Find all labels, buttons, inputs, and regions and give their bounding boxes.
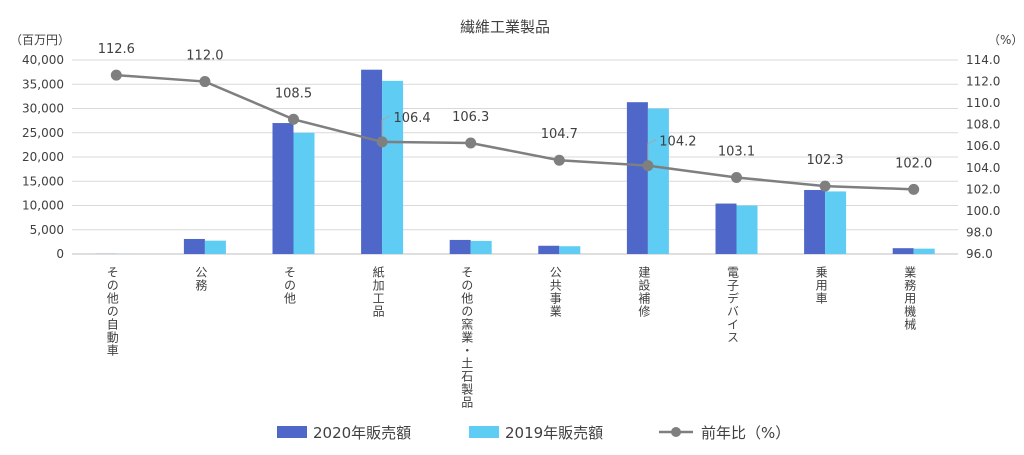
bars (95, 69, 935, 254)
data-label-leader (381, 115, 391, 136)
legend-label: 2020年販売額 (313, 424, 411, 442)
y-right-tick-label: 108.0 (966, 118, 1000, 132)
y-left-unit: （百万円） (10, 33, 70, 47)
bar-2020 (804, 189, 826, 254)
y-left-tick-label: 10,000 (22, 199, 64, 213)
y-left-tick-label: 35,000 (22, 77, 64, 91)
category-label: 業務用機械 (903, 266, 917, 331)
y-right-tick-label: 106.0 (966, 139, 1000, 153)
bar-2020 (626, 102, 648, 254)
yoy-point (199, 76, 211, 88)
y-left-tick-label: 25,000 (22, 126, 64, 140)
legend-swatch (469, 426, 499, 438)
y-right-tick-label: 98.0 (966, 225, 993, 239)
category-label: その他 (283, 266, 297, 305)
y-left-tick-label: 0 (56, 247, 64, 261)
bar-2020 (715, 203, 737, 254)
legend-swatch-marker (671, 427, 681, 437)
y-right-tick-label: 102.0 (966, 182, 1000, 196)
yoy-point (465, 137, 477, 149)
yoy-data-label: 106.3 (452, 110, 489, 125)
chart-title: 繊維工業製品 (460, 18, 550, 36)
bar-2019 (293, 132, 315, 254)
data-label-leader (647, 139, 657, 160)
yoy-point (288, 113, 299, 125)
y-left-tick-label: 5,000 (30, 223, 64, 237)
legend-label: 2019年販売額 (505, 424, 603, 442)
bar-2019 (204, 240, 226, 254)
yoy-point (642, 160, 654, 172)
yoy-data-label: 108.5 (275, 86, 312, 101)
bar-2019 (913, 248, 935, 254)
bar-2019 (470, 240, 492, 254)
bar-2020 (892, 248, 914, 254)
yoy-point (908, 183, 920, 195)
yoy-point (731, 171, 742, 183)
bar-2020 (272, 123, 294, 254)
yoy-data-label: 102.0 (895, 156, 932, 171)
bar-2020 (361, 69, 383, 254)
yoy-data-label: 104.2 (659, 135, 696, 150)
y-left-tick-label: 40,000 (22, 53, 64, 67)
y-right-tick-label: 96.0 (966, 247, 993, 261)
category-label: 電子デバイス (726, 266, 740, 344)
y-right-tick-labels: 96.0 98.0 100.0 102.0 104.0 106.0 108.0 110.0 11… (966, 53, 1000, 261)
y-right-tick-label: 112.0 (966, 75, 1000, 89)
yoy-point (819, 180, 831, 192)
yoy-data-label: 112.6 (98, 42, 135, 57)
category-label: 公務 (194, 266, 208, 292)
yoy-data-label: 103.1 (718, 144, 755, 159)
y-left-tick-labels: 0 5,000 10,000 15,000 20,000 25,000 30,000 35,0… (22, 53, 64, 261)
category-label: その他の窯業・土石製品 (460, 266, 474, 409)
y-right-tick-label: 110.0 (966, 96, 1000, 110)
y-right-tick-label: 100.0 (966, 204, 1000, 218)
bar-2020 (449, 239, 471, 254)
bar-2019 (559, 246, 581, 254)
legend: 2020年販売額 2019年販売額 前年比（%） (277, 424, 790, 442)
yoy-point (553, 154, 565, 166)
gridlines (72, 59, 958, 255)
yoy-data-label: 112.0 (186, 49, 223, 64)
category-label: 公共事業 (548, 266, 562, 318)
category-labels: その他の自動車 公務 その他 紙加工品 その他の窯業・土石製品 公共事業 建設補修 電子デバイ… (105, 265, 916, 409)
yoy-line-path (116, 73, 914, 191)
y-right-tick-label: 104.0 (966, 161, 1000, 175)
category-label: 乗用車 (814, 266, 828, 305)
y-right-tick-label: 114.0 (966, 53, 1000, 67)
bar-2019 (382, 80, 404, 254)
bar-2019 (736, 205, 758, 254)
yoy-line: 112.6 112.0 108.5 106.4 106.3 104.7 104.2 103.1… (98, 42, 932, 195)
category-label: 建設補修 (637, 266, 651, 318)
yoy-data-label: 106.4 (393, 111, 430, 126)
bar-2019 (825, 191, 847, 254)
yoy-point (110, 69, 122, 81)
bar-2020 (538, 245, 560, 254)
bar-2020 (183, 238, 205, 254)
legend-label: 前年比（%） (701, 424, 790, 442)
y-left-tick-label: 20,000 (22, 150, 64, 164)
y-left-tick-label: 30,000 (22, 102, 64, 116)
yoy-data-label: 104.7 (541, 127, 578, 142)
category-label: その他の自動車 (105, 266, 119, 357)
legend-swatch (277, 426, 307, 438)
bar-2019 (647, 108, 669, 254)
y-right-unit: （%） (988, 33, 1023, 47)
category-label: 紙加工品 (371, 265, 385, 318)
yoy-data-label: 102.3 (806, 153, 843, 168)
yoy-point (376, 136, 388, 148)
y-left-tick-label: 15,000 (22, 174, 64, 188)
